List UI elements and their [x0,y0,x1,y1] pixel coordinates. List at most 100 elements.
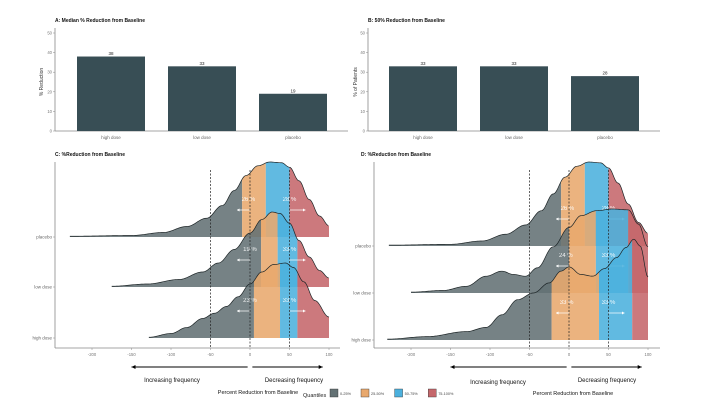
y-tick-label: 40 [360,50,365,55]
x-tick-label: 50 [606,352,611,357]
bar-value-label: 33 [511,61,517,66]
x-tick-label: -50 [207,352,214,357]
y-tick-label: 10 [47,109,52,114]
quantile-percent-label: 33 % [560,300,574,306]
ridge-high-dose-quantile-1 [387,281,552,340]
y-tick-label: placebo [36,235,52,240]
right-arrowhead-icon [303,208,306,212]
legend-label: 50-75% [405,392,419,396]
y-tick-label: 20 [360,89,365,94]
legend-label: 25-50% [371,392,385,396]
panel-d-right-direction: Decreasing frequency [578,378,636,384]
panel-c-right-direction: Decreasing frequency [265,378,323,384]
bar-value-label: 38 [108,51,114,56]
ridge-high-dose-outline [387,238,649,340]
right-arrowhead-icon [637,365,642,369]
left-arrowhead-icon [237,258,240,262]
y-tick-label: low dose [34,285,52,290]
bar-value-label: 33 [420,61,426,66]
panel-d-title: D: %Reduction from Baseline [361,152,431,158]
ridge-high-dose-quantile-3 [280,263,298,338]
bar-low-dose [168,66,236,131]
ridge-placebo-quantile-1 [388,181,562,246]
y-tick-label: 40 [47,50,52,55]
ridge-low-dose-outline [111,211,329,287]
panel-b: 0 10 20 30 40 50 33 high dose 33 low dose 28 placeb… [360,28,660,140]
panel-c-xlabel: Percent Reduction from Baseline [218,390,298,396]
legend-title: Quantiles [303,393,326,399]
ridge-low-dose-quantile-1 [111,219,262,287]
ridge-high-dose-outline [148,262,330,338]
y-tick-label: 0 [50,129,53,134]
bar-placebo [259,93,327,131]
x-tick-label: -150 [127,352,136,357]
panel-d-xlabel: Percent Reduction from Baseline [533,391,613,397]
left-arrowhead-icon [556,311,559,315]
panel-a: 0 10 20 30 40 50 38 high dose 33 low dose 19 placeb… [47,28,348,140]
legend-swatch-2 [360,388,370,398]
x-tick-label: placebo [285,135,301,140]
ridge-high-dose-quantile-1 [148,281,254,338]
x-tick-label: 0 [249,352,252,357]
quantile-percent-label: 24 % [559,253,573,259]
panel-d-left-direction: Increasing frequency [470,380,526,386]
right-arrowhead-icon [303,309,306,313]
bar-placebo [571,76,639,131]
x-tick-label: -150 [446,352,455,357]
x-tick-label: -100 [486,352,495,357]
bar-value-label: 33 [199,61,205,66]
legend-label: 0-25% [340,392,352,396]
legend-swatch-1 [329,388,339,398]
x-tick-label: placebo [597,135,613,140]
right-arrowhead-icon [622,311,625,315]
ridge-placebo-outline [388,161,648,246]
y-tick-label: low dose [353,291,371,296]
x-tick-label: high dose [413,135,433,140]
x-tick-label: 50 [287,352,292,357]
ridge-placebo-quantile-2 [242,162,266,237]
panel-c-title: C: %Reduction from Baseline [55,152,125,158]
y-tick-label: 0 [363,129,366,134]
x-tick-label: high dose [101,135,121,140]
right-arrowhead-icon [303,258,306,262]
panel-c-left-direction: Increasing frequency [144,378,200,384]
bar-high-dose [77,56,145,131]
right-arrowhead-icon [318,365,323,369]
y-tick-label: 30 [47,70,52,75]
x-tick-label: -200 [407,352,416,357]
left-arrowhead-icon [556,217,559,221]
y-tick-label: placebo [355,244,371,249]
legend-label: 75-100% [438,392,454,396]
bar-value-label: 19 [290,88,296,93]
ridge-high-dose-quantile-2 [551,266,600,340]
panel-a-title: A: Median % Reduction from Baseline [55,18,145,24]
ridge-placebo-quantile-1 [69,179,243,237]
x-tick-label: -200 [88,352,97,357]
y-tick-label: 10 [360,109,365,114]
left-arrowhead-icon [556,264,559,268]
y-tick-label: high dose [351,338,371,343]
quantile-percent-label: 26 % [242,197,256,203]
y-tick-label: 50 [360,31,365,36]
legend-swatch-3 [394,388,403,398]
left-arrowhead-icon [237,309,240,313]
quantile-percent-label: 26 % [561,206,575,212]
bar-high-dose [389,66,457,131]
y-tick-label: 50 [47,31,52,36]
x-tick-label: -50 [526,352,533,357]
legend: Quantiles 0-25% 25-50% 50-75% 75-100% [303,388,454,399]
ridge-high-dose-quantile-2 [253,263,281,338]
quantile-percent-label: 33 % [283,247,297,253]
ridge-high-dose-quantile-3 [599,240,633,340]
y-tick-label: high dose [32,336,52,341]
x-tick-label: 0 [568,352,571,357]
x-tick-label: 100 [645,352,653,357]
ridge-placebo-quantile-4 [289,167,329,237]
bar-value-label: 28 [602,71,608,76]
panel-b-title: B: 50% Reduction from Baseline [368,18,445,24]
ridge-high-dose-quantile-4 [632,239,648,340]
bar-low-dose [480,66,548,131]
panel-a-ylabel: % Reduction [39,68,45,97]
